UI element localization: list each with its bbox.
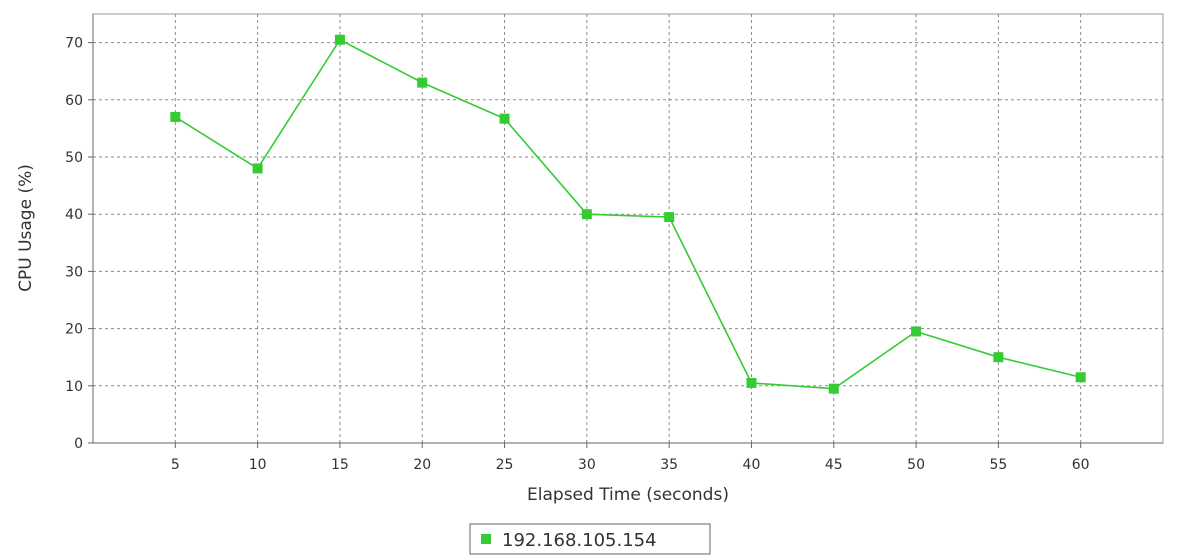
- data-point: [581, 209, 592, 220]
- x-tick-label: 30: [578, 457, 596, 473]
- data-point: [993, 352, 1004, 363]
- x-tick-label: 25: [496, 457, 514, 473]
- y-tick-label: 50: [65, 150, 83, 166]
- x-tick-label: 15: [331, 457, 349, 473]
- x-tick-label: 10: [249, 457, 267, 473]
- data-point: [334, 34, 345, 45]
- axes: 0 10 20 30 40 50 60 70 5 10 15 20 25 30 35 40 45 50 55 60: [65, 14, 1163, 473]
- y-axis-label: CPU Usage (%): [16, 164, 36, 292]
- legend: 192.168.105.154: [469, 523, 711, 555]
- y-tick-label: 60: [65, 93, 83, 109]
- x-tick-label: 40: [743, 457, 761, 473]
- legend-series-label: 192.168.105.154: [502, 530, 657, 551]
- x-axis-label: Elapsed Time (seconds): [527, 485, 729, 505]
- x-tick-label: 50: [907, 457, 925, 473]
- plot-area: [92, 13, 1164, 444]
- series-layer: [170, 34, 1086, 394]
- y-tick-label: 40: [65, 207, 83, 223]
- y-tick-label: 70: [65, 36, 83, 52]
- data-point: [499, 113, 510, 124]
- x-tick-label: 60: [1072, 457, 1090, 473]
- y-tick-label: 10: [65, 379, 83, 395]
- data-point: [828, 383, 839, 394]
- data-point: [664, 212, 675, 223]
- legend-box: [469, 523, 711, 555]
- data-point: [252, 163, 263, 174]
- x-tick-label: 5: [171, 457, 180, 473]
- x-tick-label: 20: [413, 457, 431, 473]
- legend-swatch: [481, 534, 491, 544]
- y-tick-label: 20: [65, 322, 83, 338]
- series-line: [174, 38, 1081, 390]
- data-point: [1075, 372, 1086, 383]
- data-point: [911, 326, 922, 337]
- y-tick-label: 0: [74, 436, 83, 452]
- gridlines: [92, 13, 1164, 444]
- data-point: [170, 111, 181, 122]
- data-point: [746, 377, 757, 388]
- x-tick-label: 35: [660, 457, 678, 473]
- data-point: [417, 77, 428, 88]
- y-tick-label: 30: [65, 264, 83, 280]
- x-tick-label: 45: [825, 457, 843, 473]
- x-tick-label: 55: [989, 457, 1007, 473]
